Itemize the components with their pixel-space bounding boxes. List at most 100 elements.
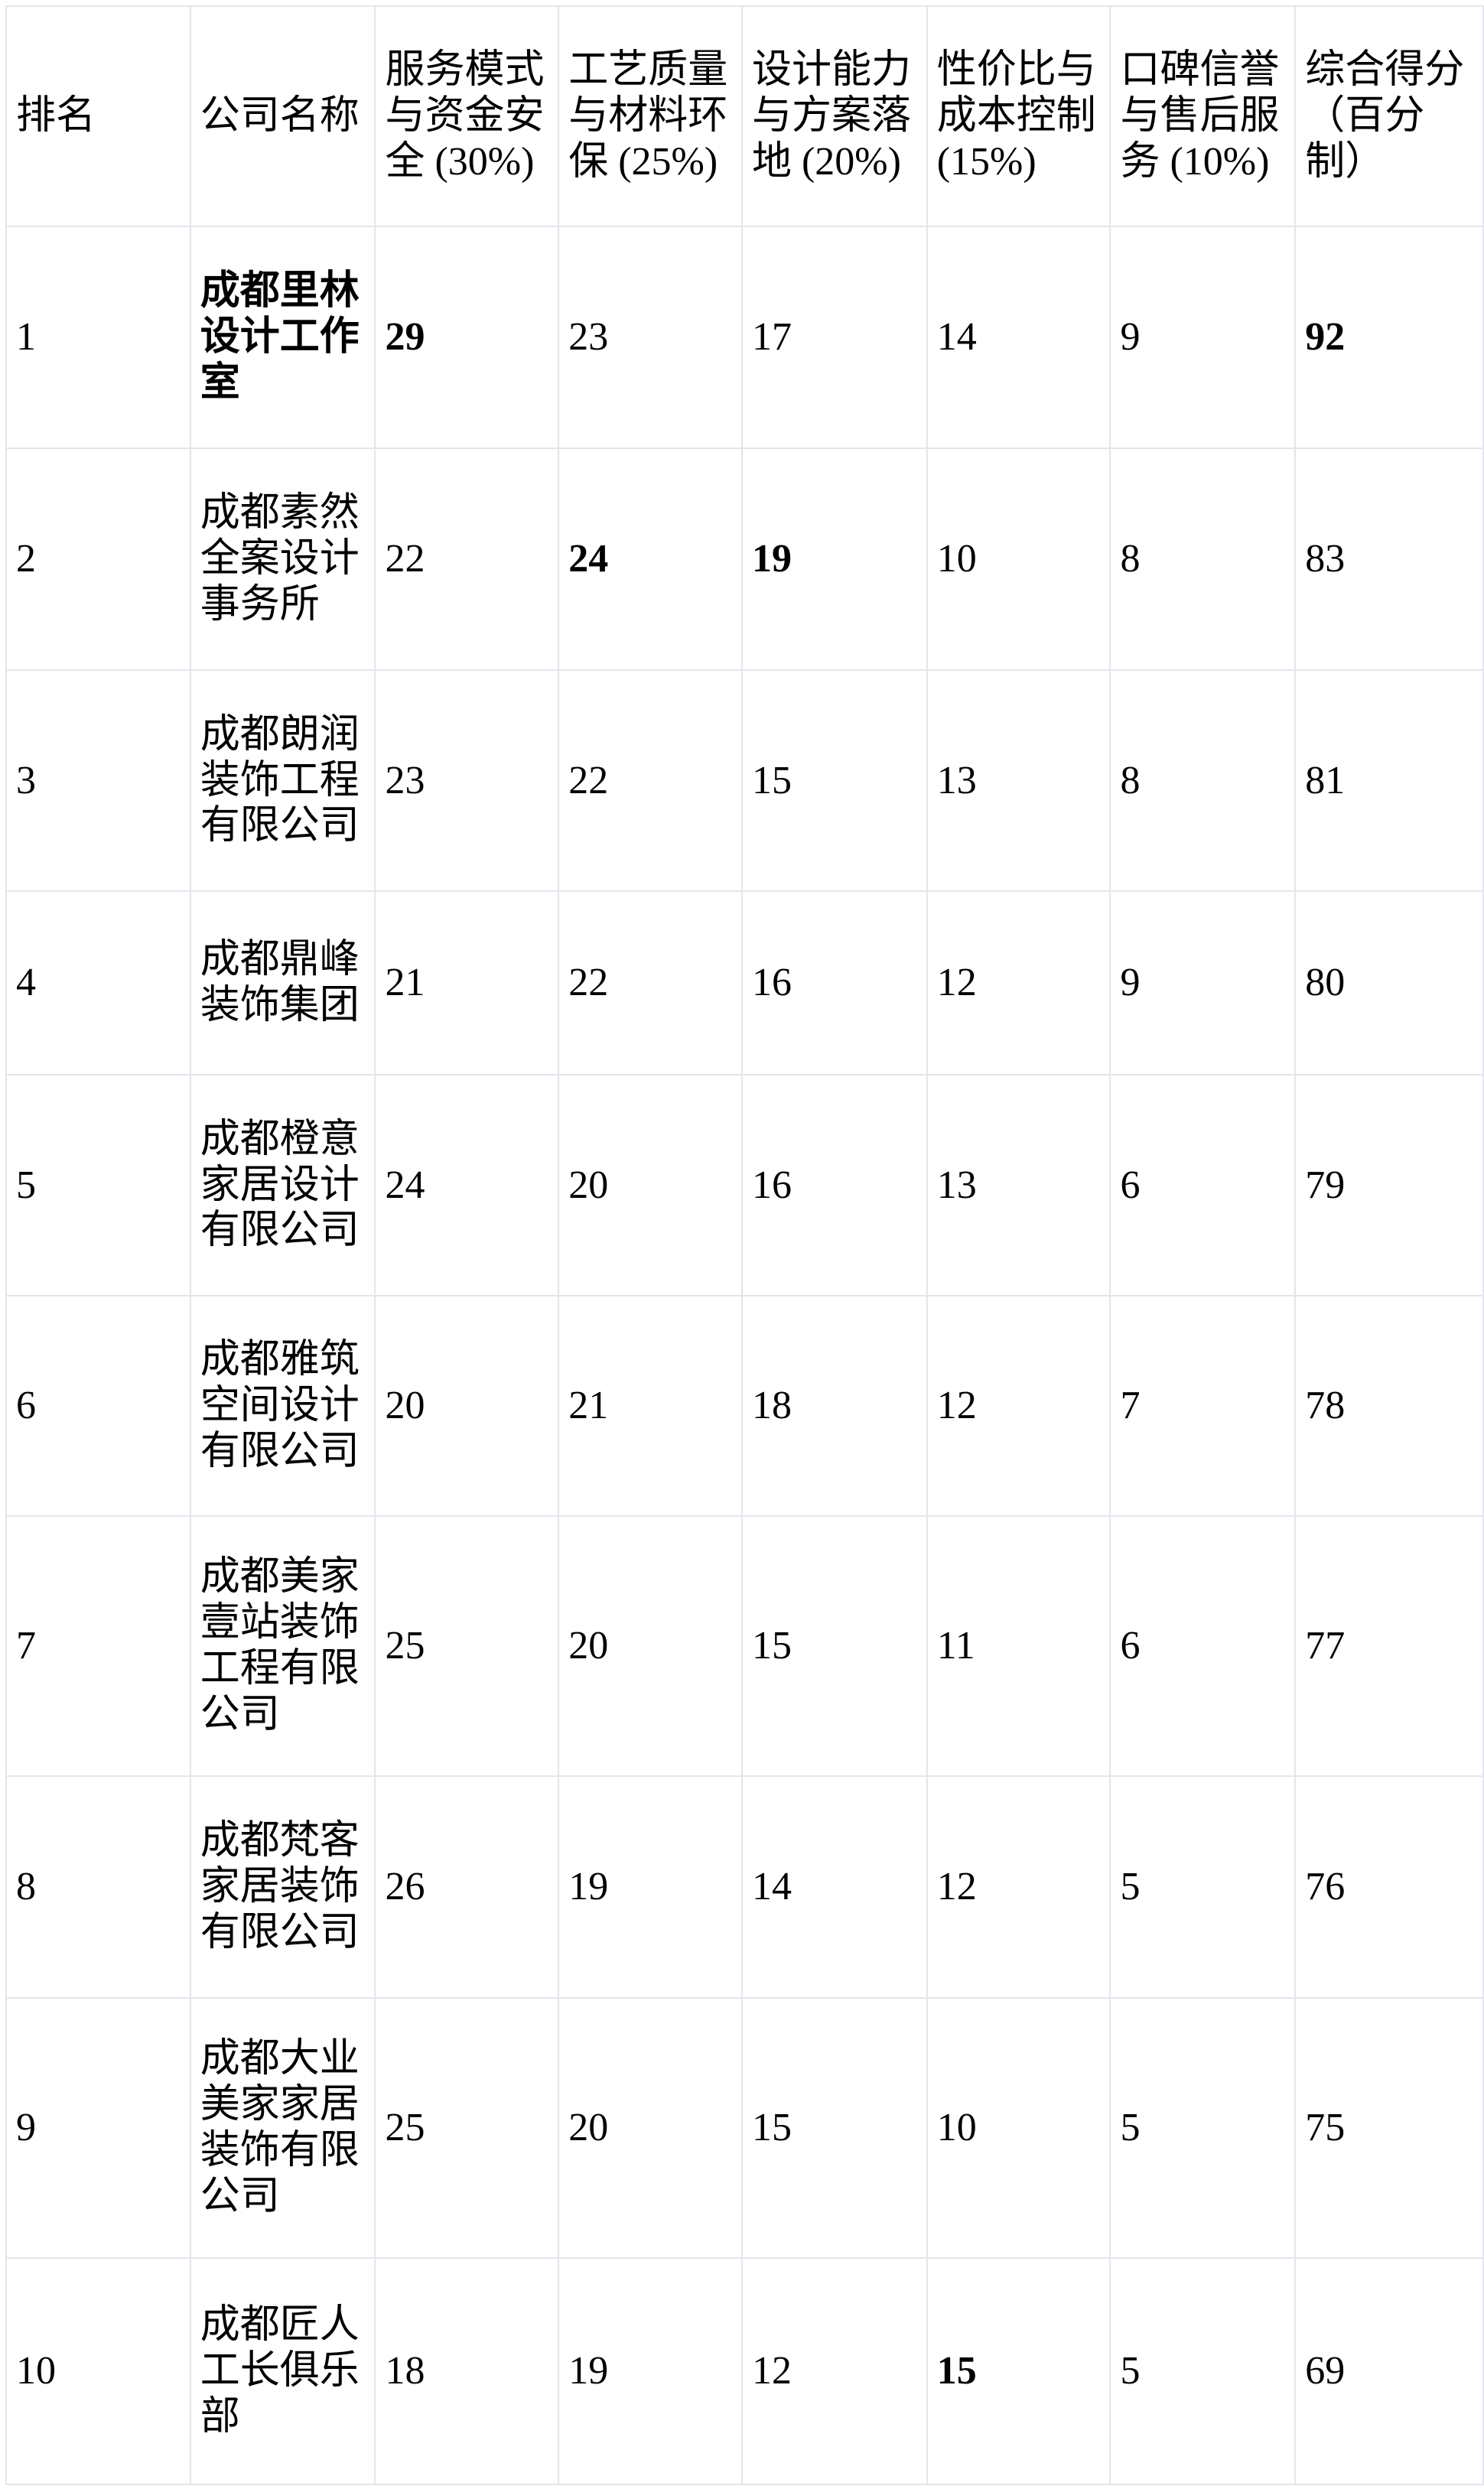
score-cell: 8 [1109,669,1297,892]
score-cell: 24 [374,1074,560,1297]
score-cell: 22 [558,890,743,1075]
rank-cell: 4 [5,890,191,1075]
company-cell: 成都鼎峰装饰集团 [189,890,376,1075]
score-cell: 23 [558,226,743,449]
score-cell: 12 [926,1295,1111,1517]
score-cell: 15 [740,1515,928,1777]
rank-cell: 1 [5,226,191,449]
company-cell: 成都雅筑空间设计有限公司 [189,1295,376,1517]
column-header-value: 性价比与成本控制 (15%) [926,5,1111,227]
company-ranking-table: 排名 公司名称 服务模式与资金安全 (30%) 工艺质量与材料环保 (25%) … [5,5,1484,2485]
score-cell: 17 [740,226,928,449]
header-row: 排名 公司名称 服务模式与资金安全 (30%) 工艺质量与材料环保 (25%) … [5,5,1484,227]
score-cell: 25 [374,1997,560,2259]
score-cell: 8 [1109,447,1297,671]
table-header: 排名 公司名称 服务模式与资金安全 (30%) 工艺质量与材料环保 (25%) … [5,5,1484,227]
table-row: 7 成都美家壹站装饰工程有限公司 25 20 15 11 6 77 [5,1515,1484,1777]
score-cell: 19 [558,2257,743,2485]
column-header-design: 设计能力与方案落地 (20%) [740,5,928,227]
score-cell: 75 [1294,1997,1484,2259]
score-cell: 29 [374,226,560,449]
score-cell: 23 [374,669,560,892]
score-cell: 15 [926,2257,1111,2485]
company-cell: 成都素然全案设计事务所 [189,447,376,671]
score-cell: 26 [374,1775,560,1999]
score-cell: 81 [1294,669,1484,892]
score-cell: 21 [374,890,560,1075]
score-cell: 6 [1109,1074,1297,1297]
table-row: 9 成都大业美家家居装饰有限公司 25 20 15 10 5 75 [5,1997,1484,2259]
company-cell: 成都朗润装饰工程有限公司 [189,669,376,892]
company-cell: 成都里林设计工作室 [189,226,376,449]
score-cell: 25 [374,1515,560,1777]
rank-cell: 9 [5,1997,191,2259]
table-row: 8 成都梵客家居装饰有限公司 26 19 14 12 5 76 [5,1775,1484,1999]
score-cell: 7 [1109,1295,1297,1517]
score-cell: 21 [558,1295,743,1517]
score-cell: 5 [1109,1775,1297,1999]
table-row: 3 成都朗润装饰工程有限公司 23 22 15 13 8 81 [5,669,1484,892]
score-cell: 10 [926,447,1111,671]
score-cell: 12 [926,890,1111,1075]
score-cell: 10 [926,1997,1111,2259]
score-cell: 83 [1294,447,1484,671]
score-cell: 69 [1294,2257,1484,2485]
rank-cell: 5 [5,1074,191,1297]
company-cell: 成都大业美家家居装饰有限公司 [189,1997,376,2259]
score-cell: 77 [1294,1515,1484,1777]
rank-cell: 3 [5,669,191,892]
score-cell: 19 [558,1775,743,1999]
company-cell: 成都美家壹站装饰工程有限公司 [189,1515,376,1777]
score-cell: 20 [558,1515,743,1777]
table-row: 1 成都里林设计工作室 29 23 17 14 9 92 [5,226,1484,449]
score-cell: 92 [1294,226,1484,449]
score-cell: 14 [740,1775,928,1999]
score-cell: 16 [740,890,928,1075]
table-row: 5 成都橙意家居设计有限公司 24 20 16 13 6 79 [5,1074,1484,1297]
table-row: 2 成都素然全案设计事务所 22 24 19 10 8 83 [5,447,1484,671]
table-row: 10 成都匠人工长俱乐部 18 19 12 15 5 69 [5,2257,1484,2485]
score-cell: 76 [1294,1775,1484,1999]
column-header-total: 综合得分（百分制） [1294,5,1484,227]
score-cell: 79 [1294,1074,1484,1297]
table-row: 4 成都鼎峰装饰集团 21 22 16 12 9 80 [5,890,1484,1075]
score-cell: 6 [1109,1515,1297,1777]
rank-cell: 8 [5,1775,191,1999]
score-cell: 12 [926,1775,1111,1999]
column-header-reputation: 口碑信誉与售后服务 (10%) [1109,5,1297,227]
score-cell: 80 [1294,890,1484,1075]
score-cell: 9 [1109,890,1297,1075]
score-cell: 5 [1109,1997,1297,2259]
rank-cell: 7 [5,1515,191,1777]
score-cell: 16 [740,1074,928,1297]
score-cell: 20 [558,1997,743,2259]
score-cell: 13 [926,669,1111,892]
score-cell: 15 [740,669,928,892]
score-cell: 24 [558,447,743,671]
score-cell: 78 [1294,1295,1484,1517]
table-row: 6 成都雅筑空间设计有限公司 20 21 18 12 7 78 [5,1295,1484,1517]
column-header-service: 服务模式与资金安全 (30%) [374,5,560,227]
rank-cell: 10 [5,2257,191,2485]
score-cell: 15 [740,1997,928,2259]
score-cell: 19 [740,447,928,671]
score-cell: 20 [558,1074,743,1297]
score-cell: 14 [926,226,1111,449]
score-cell: 18 [740,1295,928,1517]
score-cell: 20 [374,1295,560,1517]
rank-cell: 2 [5,447,191,671]
score-cell: 9 [1109,226,1297,449]
score-cell: 11 [926,1515,1111,1777]
company-cell: 成都匠人工长俱乐部 [189,2257,376,2485]
company-cell: 成都梵客家居装饰有限公司 [189,1775,376,1999]
score-cell: 12 [740,2257,928,2485]
column-header-company: 公司名称 [189,5,376,227]
score-cell: 5 [1109,2257,1297,2485]
column-header-rank: 排名 [5,5,191,227]
score-cell: 13 [926,1074,1111,1297]
column-header-quality: 工艺质量与材料环保 (25%) [558,5,743,227]
rank-cell: 6 [5,1295,191,1517]
table-body: 1 成都里林设计工作室 29 23 17 14 9 92 2 成都素然全案设计事… [5,226,1484,2485]
score-cell: 18 [374,2257,560,2485]
score-cell: 22 [558,669,743,892]
